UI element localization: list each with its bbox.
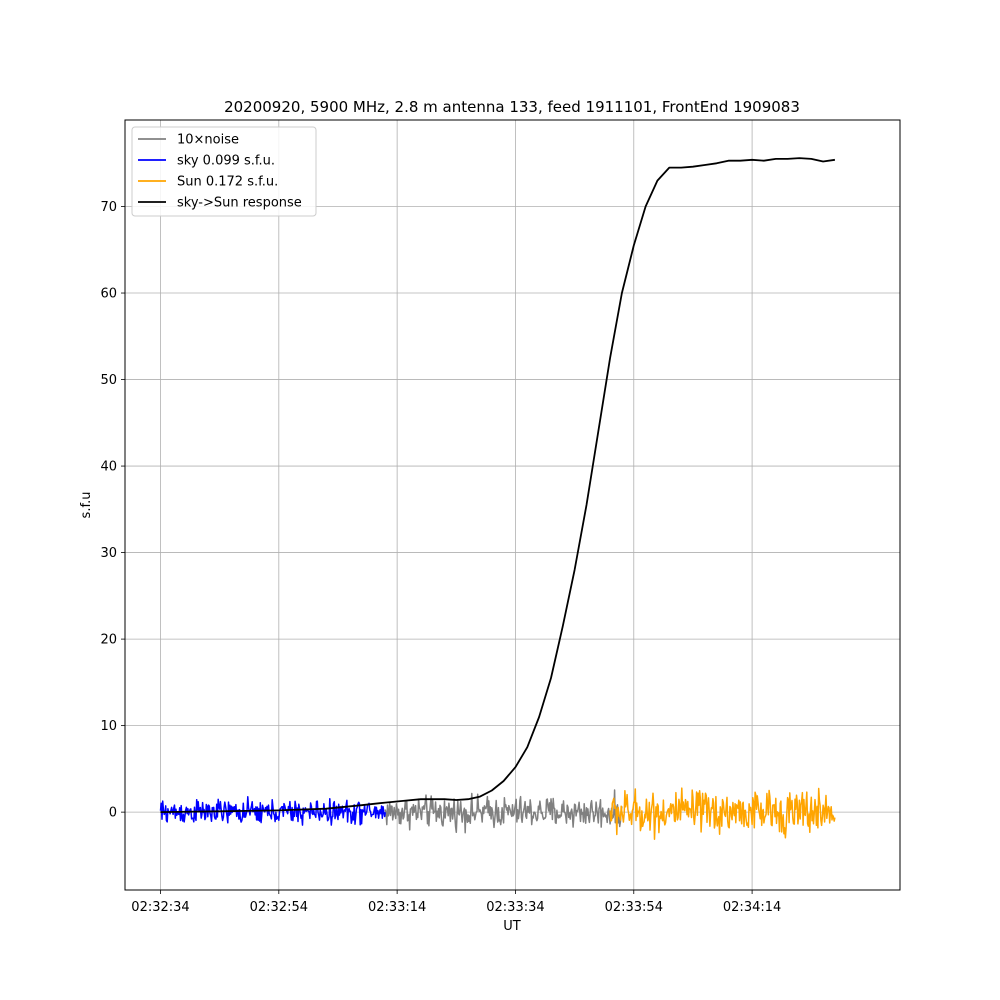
x-tick-label: 02:33:34	[486, 900, 544, 915]
series-line-1	[159, 796, 387, 826]
x-tick-label: 02:32:54	[250, 900, 308, 915]
series-line-2	[609, 787, 836, 840]
legend-label: sky->Sun response	[177, 196, 302, 211]
chart-title: 20200920, 5900 MHz, 2.8 m antenna 133, f…	[224, 98, 800, 116]
series-line-0	[384, 789, 623, 834]
y-tick-label: 0	[109, 806, 117, 821]
legend: 10×noise sky 0.099 s.f.u. Sun 0.172 s.f.u.…	[131, 126, 317, 217]
x-tick-label: 02:32:34	[131, 900, 189, 915]
series-line-3	[160, 157, 836, 813]
legend-box	[131, 126, 317, 217]
legend-label: 10×noise	[177, 133, 239, 148]
series-layer	[159, 157, 836, 840]
plot-frame	[124, 119, 901, 891]
x-tick-label: 02:34:14	[723, 900, 781, 915]
y-tick-label: 40	[100, 460, 117, 475]
grid-layer	[125, 120, 900, 890]
legend-label: sky 0.099 s.f.u.	[177, 154, 275, 169]
y-tick-label: 20	[100, 633, 117, 648]
y-tick-label: 60	[100, 287, 117, 302]
y-tick-label: 70	[100, 200, 117, 215]
y-axis-label: s.f.u	[79, 492, 94, 519]
y-tick-label: 10	[100, 719, 117, 734]
y-tick-label: 50	[100, 373, 117, 388]
x-tick-label: 02:33:54	[605, 900, 663, 915]
x-tick-label: 02:33:14	[368, 900, 426, 915]
tick-layer: 02:32:34 02:32:54 02:33:14 02:33:34 02:33:54…	[100, 200, 781, 915]
y-tick-label: 30	[100, 546, 117, 561]
legend-label: Sun 0.172 s.f.u.	[177, 175, 278, 190]
x-axis-label: UT	[503, 919, 521, 934]
